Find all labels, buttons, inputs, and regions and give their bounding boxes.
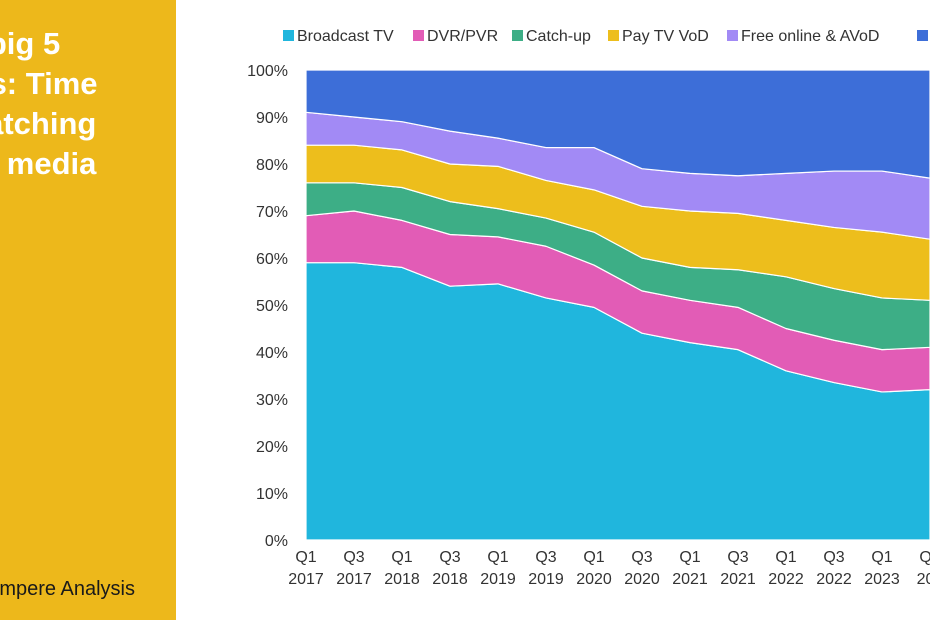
x-tick-label: Q1 <box>871 549 892 566</box>
x-tick-label: Q3 <box>631 549 652 566</box>
legend-swatch <box>512 30 523 41</box>
x-tick-label: 2019 <box>528 571 564 588</box>
x-tick-label: 2020 <box>576 571 612 588</box>
x-tick-label: 2017 <box>288 571 324 588</box>
x-tick-label: Q1 <box>583 549 604 566</box>
x-tick-label: Q3 <box>727 549 748 566</box>
stacked-area-chart: 0% 10% 20% 30% 40% 50% 60% 70% 80% 90% 100% Q1 2017 Q… <box>247 28 930 588</box>
x-tick-label: 2021 <box>672 571 708 588</box>
x-tick-label: Q1 <box>487 549 508 566</box>
x-tick-label: Q1 <box>679 549 700 566</box>
x-tick-label: Q3 <box>535 549 556 566</box>
y-tick-label: 60% <box>256 251 288 268</box>
x-tick-label: 2017 <box>336 571 372 588</box>
legend-swatch <box>917 30 928 41</box>
legend-swatch <box>283 30 294 41</box>
x-tick-label: 202 <box>917 571 930 588</box>
x-tick-label: Q1 <box>775 549 796 566</box>
x-tick-label: 2022 <box>816 571 852 588</box>
side-panel: e big 5 ets: Time watching by media Ampe… <box>0 0 176 620</box>
y-tick-label: 30% <box>256 392 288 409</box>
x-tick-label: 2021 <box>720 571 756 588</box>
x-tick-label: 2019 <box>480 571 516 588</box>
x-tick-label: 2022 <box>768 571 804 588</box>
panel-title: e big 5 ets: Time watching by media <box>0 26 98 181</box>
legend-swatch <box>413 30 424 41</box>
area-sv <box>305 69 930 179</box>
legend-label: Pay TV VoD <box>622 28 709 45</box>
x-tick-label: Q1 <box>295 549 316 566</box>
x-tick-label: 2018 <box>432 571 468 588</box>
legend-swatch <box>727 30 738 41</box>
legend-label: Free online & AVoD <box>741 28 879 45</box>
y-tick-label: 80% <box>256 157 288 174</box>
y-tick-label: 70% <box>256 204 288 221</box>
x-tick-label: 2018 <box>384 571 420 588</box>
legend-swatch <box>608 30 619 41</box>
x-tick-label: Q1 <box>391 549 412 566</box>
x-tick-label: Q3 <box>439 549 460 566</box>
x-tick-label: 2023 <box>864 571 900 588</box>
legend-label: DVR/PVR <box>427 28 498 45</box>
legend-label: Broadcast TV <box>297 28 394 45</box>
x-tick-label: 2020 <box>624 571 660 588</box>
y-tick-label: 90% <box>256 110 288 127</box>
y-tick-label: 0% <box>265 533 288 550</box>
legend-label: Catch-up <box>526 28 591 45</box>
y-tick-label: 20% <box>256 439 288 456</box>
x-tick-label: Q3 <box>919 549 930 566</box>
source-label: Ampere Analysis <box>0 578 135 600</box>
y-tick-label: 50% <box>256 298 288 315</box>
y-tick-label: 40% <box>256 345 288 362</box>
y-tick-label: 10% <box>256 486 288 503</box>
y-tick-label: 100% <box>247 63 288 80</box>
x-tick-label: Q3 <box>823 549 844 566</box>
x-tick-label: Q3 <box>343 549 364 566</box>
